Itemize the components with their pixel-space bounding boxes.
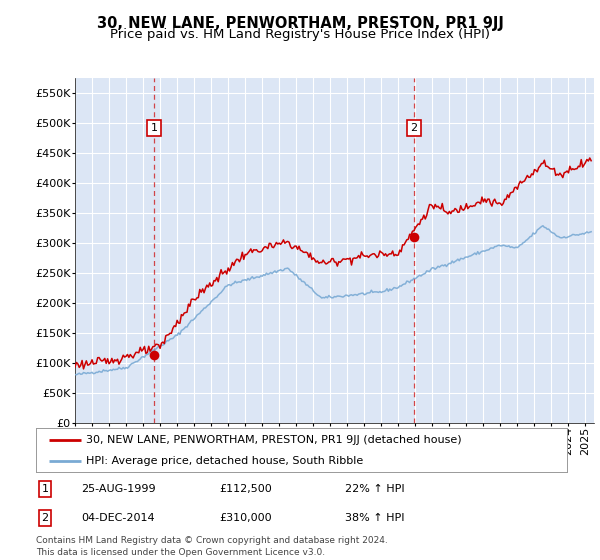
Text: 25-AUG-1999: 25-AUG-1999	[81, 484, 155, 494]
Text: 04-DEC-2014: 04-DEC-2014	[81, 513, 155, 523]
Text: £112,500: £112,500	[219, 484, 272, 494]
Text: Contains HM Land Registry data © Crown copyright and database right 2024.
This d: Contains HM Land Registry data © Crown c…	[36, 536, 388, 557]
Text: 1: 1	[41, 484, 49, 494]
Text: £310,000: £310,000	[219, 513, 272, 523]
Text: 22% ↑ HPI: 22% ↑ HPI	[345, 484, 404, 494]
Text: 1: 1	[151, 123, 158, 133]
Text: 30, NEW LANE, PENWORTHAM, PRESTON, PR1 9JJ: 30, NEW LANE, PENWORTHAM, PRESTON, PR1 9…	[97, 16, 503, 31]
Text: 2: 2	[41, 513, 49, 523]
Text: HPI: Average price, detached house, South Ribble: HPI: Average price, detached house, Sout…	[86, 456, 364, 465]
Text: 2: 2	[410, 123, 418, 133]
Text: Price paid vs. HM Land Registry's House Price Index (HPI): Price paid vs. HM Land Registry's House …	[110, 28, 490, 41]
Text: 30, NEW LANE, PENWORTHAM, PRESTON, PR1 9JJ (detached house): 30, NEW LANE, PENWORTHAM, PRESTON, PR1 9…	[86, 435, 462, 445]
Text: 38% ↑ HPI: 38% ↑ HPI	[345, 513, 404, 523]
